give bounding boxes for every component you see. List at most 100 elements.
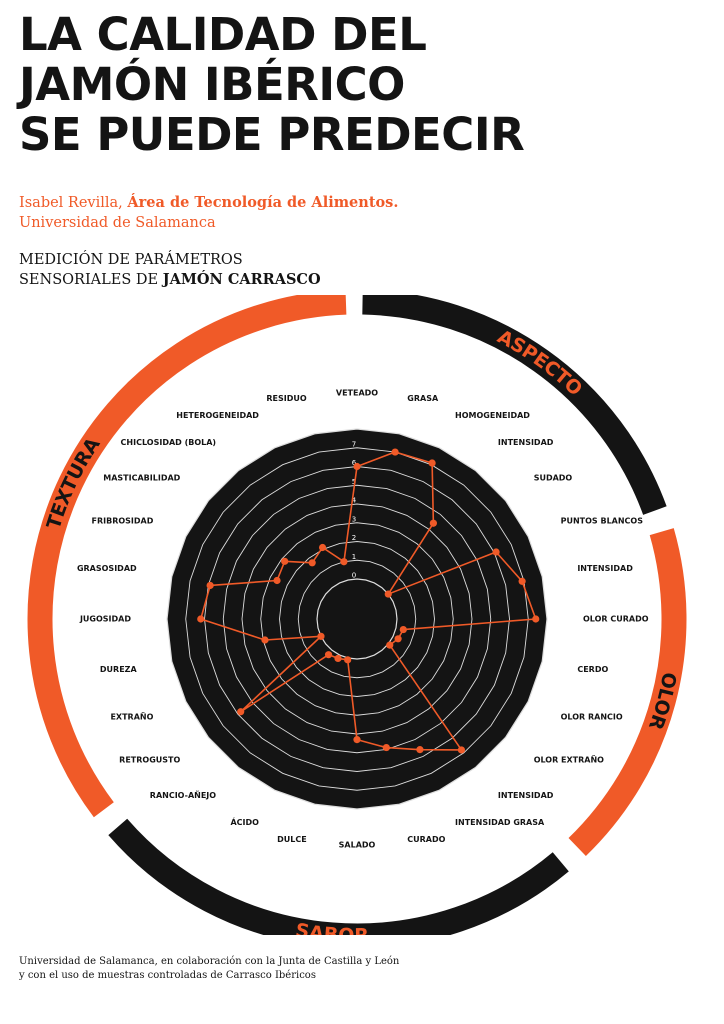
data-point [382,743,390,752]
data-point [353,736,361,744]
category-label: SALADO [339,841,376,850]
category-label: INTENSIDAD [498,438,554,447]
category-label: RANCIO-AÑEJO [150,790,216,800]
category-label: VETEADO [336,389,378,398]
category-label: CERDO [577,665,608,674]
data-point [384,590,392,598]
tick-labels: 0 1 2 3 4 5 6 7 8 [352,422,357,580]
category-label: HOMOGENEIDAD [455,411,530,420]
data-point [416,746,424,754]
tick-label: 1 [352,553,356,561]
category-label: EXTRAÑO [110,712,153,722]
data-point [391,448,399,456]
tick-label: 7 [352,440,356,448]
ring-title-sabor: SABOR [294,919,370,935]
department-name: Área de Tecnología de Alimentos. [127,194,399,211]
data-point [532,615,540,623]
category-label: CURADO [407,835,445,844]
tick-label: 2 [352,534,356,542]
category-label: INTENSIDAD [498,791,554,800]
footer-note: Universidad de Salamanca, en colaboració… [19,955,399,983]
category-label: PUNTOS BLANCOS [561,516,644,525]
subtitle-line: SENSORIALES DE JAMÓN CARRASCO [19,270,321,290]
category-label: OLOR EXTRAÑO [534,754,604,764]
category-label: HETEROGENEIDAD [176,411,259,420]
title-line: LA CALIDAD DEL [19,8,427,61]
category-labels: VETEADO GRASA HOMOGENEIDAD INTENSIDAD SUDADO… [77,389,649,850]
tick-label: 5 [352,478,356,486]
category-label: OLOR CURADO [583,615,649,624]
footer-line: y con el uso de muestras controladas de … [19,970,316,981]
data-point [344,656,352,664]
data-point [399,625,407,634]
category-label: MASTICABILIDAD [103,474,180,483]
category-label: SUDADO [534,474,573,483]
data-series [197,448,540,754]
category-label: FRIBROSIDAD [92,516,154,525]
data-point [197,615,205,623]
data-point [273,576,281,585]
grid-ring [204,466,510,772]
title-line: JAMÓN IBÉRICO [19,58,405,111]
category-label: DUREZA [100,665,138,674]
chart-subtitle: MEDICIÓN DE PARÁMETROS SENSORIALES DE JA… [19,250,321,290]
subtitle-line: MEDICIÓN DE PARÁMETROS [19,252,243,268]
data-point [386,641,394,649]
ring-segment-aspecto [362,295,667,515]
grid-ring [185,447,529,791]
tick-label: 8 [352,422,356,430]
ring-segment-textura [27,295,347,818]
tick-label: 6 [352,459,357,467]
data-point [394,635,402,643]
tick-label: 3 [352,515,356,523]
data-point [334,654,342,663]
data-point [317,632,325,640]
category-label: INTENSIDAD GRASA [455,818,545,827]
data-point [206,581,214,590]
title-line: SE PUEDE PREDECIR [19,108,525,161]
grid-ring [222,484,492,754]
grid-ring [166,428,548,810]
data-point [428,459,436,467]
data-point [281,557,289,565]
data-point [340,558,348,566]
page-title: LA CALIDAD DEL JAMÓN IBÉRICO SE PUEDE PR… [19,8,525,161]
tick-label: 4 [352,497,357,505]
tick-label: 0 [352,572,356,580]
chart-disc [167,429,547,809]
ring-segment-olor [568,528,687,857]
author-line: Isabel Revilla, Área de Tecnología de Al… [19,193,398,213]
category-label: RETROGUSTO [119,755,180,764]
data-point [318,543,327,552]
radar-disc [167,429,547,809]
grid-ring [297,559,417,679]
data-point [353,462,361,471]
category-label: ÁCIDO [230,816,259,827]
byline: Isabel Revilla, Área de Tecnología de Al… [19,193,398,233]
data-point [457,746,466,754]
data-point [429,519,437,527]
grid-ring [316,578,398,660]
data-point [237,708,245,716]
grid-ring [260,522,454,716]
category-label: DULCE [277,835,307,844]
product-name: JAMÓN CARRASCO [162,271,321,288]
ring-title-aspecto: ASPECTO [494,326,587,401]
data-point [518,577,526,585]
category-label: INTENSIDAD [577,564,633,573]
data-point [308,559,316,567]
data-point [261,636,269,644]
category-label: RESIDUO [266,394,307,403]
data-point [492,548,500,556]
ring-segment-sabor [108,818,569,935]
category-label: OLOR RANCIO [561,713,623,722]
category-label: JUGOSIDAD [79,615,131,624]
category-label: GRASOSIDAD [77,564,137,573]
data-point [324,651,333,659]
category-label: CHICLOSIDAD (BOLA) [121,438,217,447]
author-name: Isabel Revilla, [19,195,128,211]
category-label: GRASA [407,394,439,403]
university-name: Universidad de Salamanca [19,215,216,231]
subtitle-prefix: SENSORIALES DE [19,272,163,288]
